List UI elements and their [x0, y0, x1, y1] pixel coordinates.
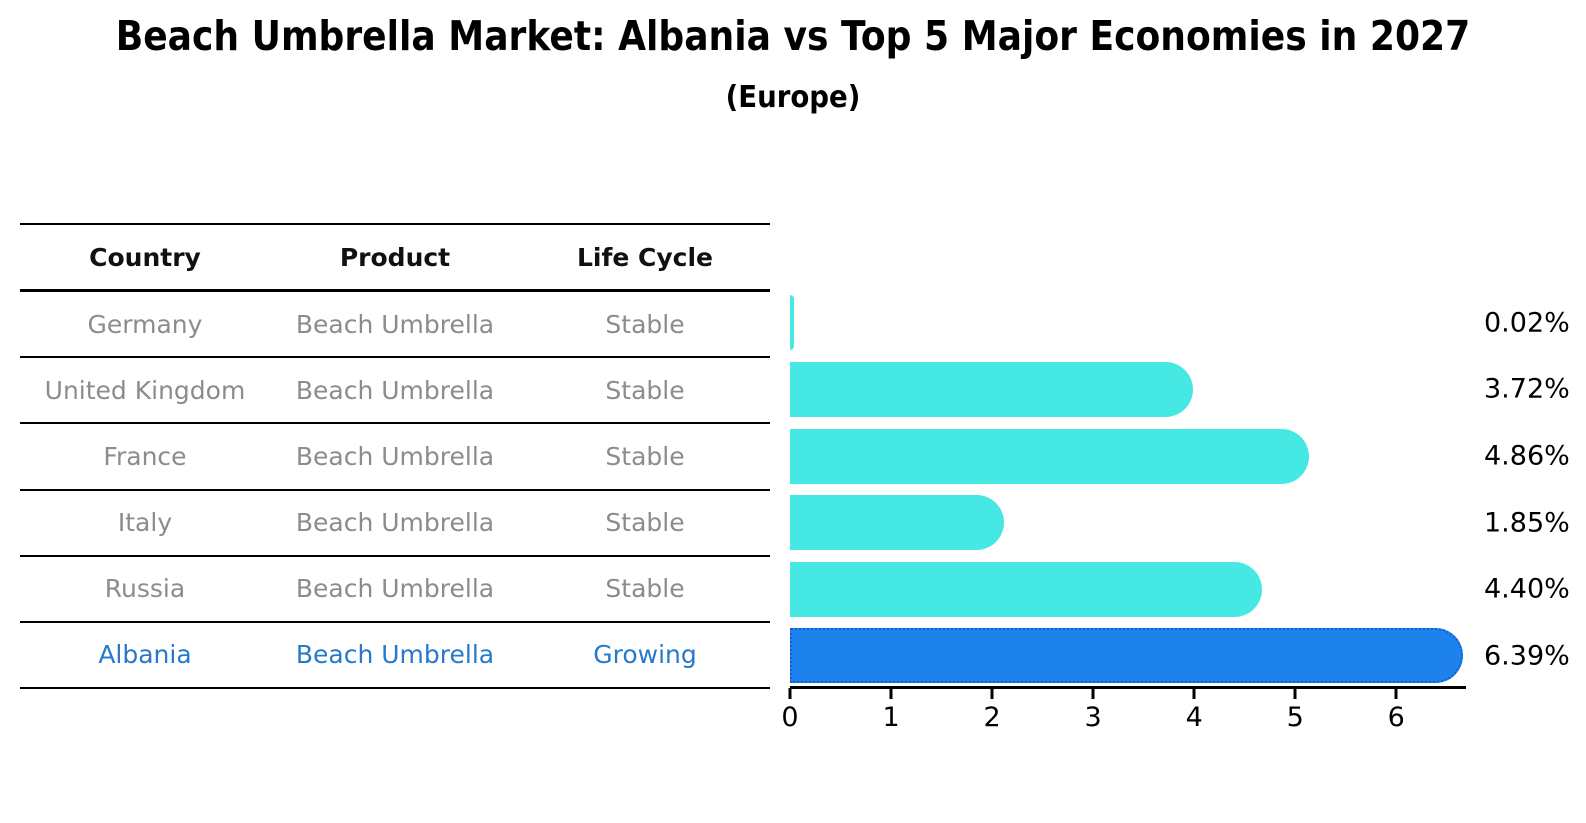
x-axis-tick: [990, 688, 994, 699]
x-axis-tick-label: 3: [1084, 702, 1102, 733]
bar-russia: [790, 561, 1263, 617]
bar-chart-plot: 0 1 2 3 4 5 6 0.02% 3.72% 4.86% 1.85% 4.…: [781, 223, 1570, 733]
x-axis-tick-label: 5: [1286, 702, 1304, 733]
country-cell: Russia: [104, 574, 186, 604]
country-cell: United Kingdom: [44, 375, 246, 405]
column-header-country: Country: [89, 242, 201, 272]
product-cell: Beach Umbrella: [295, 309, 495, 339]
value-label-france: 4.86%: [1484, 440, 1570, 472]
x-axis-tick: [1091, 688, 1095, 699]
table-row-united-kingdom: United Kingdom Beach Umbrella Stable: [20, 358, 770, 425]
product-cell: Beach Umbrella: [295, 375, 495, 405]
lifecycle-cell: Stable: [605, 309, 685, 339]
column-header-product: Product: [339, 242, 451, 272]
country-table: Country Product Life Cycle Germany Beach…: [20, 223, 770, 689]
x-axis-tick: [889, 688, 893, 699]
table-row-albania: Albania Beach Umbrella Growing: [20, 623, 770, 687]
product-cell: Beach Umbrella: [295, 640, 495, 670]
lifecycle-cell: Stable: [605, 441, 685, 471]
value-label-germany: 0.02%: [1484, 307, 1570, 339]
bar-albania: [790, 628, 1464, 684]
country-cell: Albania: [98, 640, 192, 670]
value-label-russia: 4.40%: [1484, 573, 1570, 605]
table-row-italy: Italy Beach Umbrella Stable: [20, 491, 770, 557]
lifecycle-cell: Growing: [593, 640, 697, 670]
x-axis-tick-label: 6: [1387, 702, 1405, 733]
product-cell: Beach Umbrella: [295, 574, 495, 604]
x-axis-tick-label: 0: [781, 702, 799, 733]
lifecycle-cell: Stable: [605, 574, 685, 604]
x-axis-tick: [1293, 688, 1297, 699]
x-axis-tick-label: 2: [983, 702, 1001, 733]
country-cell: Germany: [87, 309, 203, 339]
value-label-italy: 1.85%: [1484, 507, 1570, 539]
chart-title: Beach Umbrella Market: Albania vs Top 5 …: [115, 12, 1471, 60]
lifecycle-cell: Stable: [605, 508, 685, 538]
table-row-france: France Beach Umbrella Stable: [20, 424, 770, 491]
product-cell: Beach Umbrella: [295, 508, 495, 538]
country-cell: France: [103, 441, 187, 471]
product-cell: Beach Umbrella: [295, 441, 495, 471]
value-label-albania: 6.39%: [1484, 640, 1570, 672]
x-axis-tick-label: 4: [1185, 702, 1203, 733]
table-row-germany: Germany Beach Umbrella Stable: [20, 292, 770, 359]
x-axis-tick: [788, 688, 792, 699]
x-axis-tick: [1192, 688, 1196, 699]
lifecycle-cell: Stable: [605, 375, 685, 405]
bar-germany: [790, 295, 795, 351]
value-label-united-kingdom: 3.72%: [1484, 373, 1570, 405]
table-row-russia: Russia Beach Umbrella Stable: [20, 557, 770, 623]
country-cell: Italy: [117, 508, 173, 538]
column-header-lifecycle: Life Cycle: [576, 242, 714, 272]
x-axis-tick-label: 1: [882, 702, 900, 733]
x-axis-tick: [1394, 688, 1398, 699]
bar-united-kingdom: [790, 361, 1194, 417]
bar-italy: [790, 495, 1005, 551]
table-header-row: Country Product Life Cycle: [20, 225, 770, 293]
bar-france: [790, 428, 1309, 484]
chart-subtitle: (Europe): [725, 80, 861, 115]
